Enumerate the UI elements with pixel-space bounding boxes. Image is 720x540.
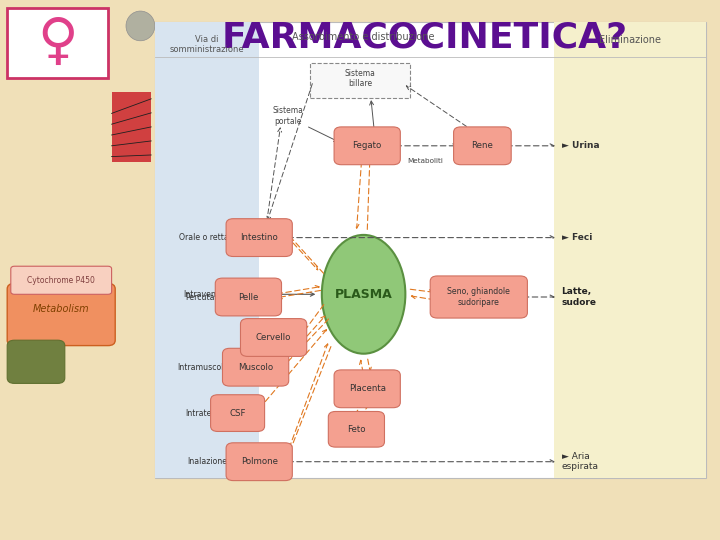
Text: Intramuscolare: Intramuscolare	[177, 363, 237, 372]
Text: ► Feci: ► Feci	[562, 233, 592, 242]
Text: ► Urina: ► Urina	[562, 141, 599, 150]
Text: Eliminazione: Eliminazione	[599, 35, 661, 45]
Text: Seno, ghiandole
sudoripare: Seno, ghiandole sudoripare	[447, 287, 510, 307]
Text: Via di
somministrazione: Via di somministrazione	[170, 35, 244, 55]
Text: CSF: CSF	[230, 409, 246, 417]
Text: PLASMA: PLASMA	[335, 288, 392, 301]
FancyBboxPatch shape	[7, 340, 65, 383]
FancyBboxPatch shape	[7, 8, 108, 78]
FancyBboxPatch shape	[7, 284, 115, 346]
FancyBboxPatch shape	[554, 22, 706, 478]
Text: Feto: Feto	[347, 425, 366, 434]
FancyBboxPatch shape	[210, 395, 265, 431]
FancyBboxPatch shape	[112, 92, 151, 162]
Text: Percutanea: Percutanea	[185, 293, 229, 301]
Text: Intratecale: Intratecale	[186, 409, 228, 417]
FancyBboxPatch shape	[222, 348, 289, 386]
Text: Fegato: Fegato	[353, 141, 382, 150]
Ellipse shape	[126, 11, 155, 41]
FancyBboxPatch shape	[226, 219, 292, 256]
Text: Sistema
portale: Sistema portale	[273, 106, 303, 126]
FancyBboxPatch shape	[334, 127, 400, 165]
Text: Placenta: Placenta	[348, 384, 386, 393]
FancyBboxPatch shape	[334, 370, 400, 408]
Text: Cytochrome P450: Cytochrome P450	[27, 276, 95, 285]
FancyBboxPatch shape	[240, 319, 307, 356]
Text: Sistema
billare: Sistema billare	[345, 69, 375, 88]
Text: Assorbimento e distribuzione: Assorbimento e distribuzione	[292, 32, 435, 43]
Ellipse shape	[322, 235, 405, 354]
FancyBboxPatch shape	[431, 276, 527, 318]
FancyBboxPatch shape	[215, 278, 282, 316]
Text: Orale o rettale: Orale o rettale	[179, 233, 235, 242]
Text: ► Aria
espirata: ► Aria espirata	[562, 452, 598, 471]
Text: Pelle: Pelle	[238, 293, 258, 301]
Text: Latte,
sudore: Latte, sudore	[562, 287, 597, 307]
Text: ♀: ♀	[37, 16, 78, 70]
Text: Rene: Rene	[472, 141, 493, 150]
FancyBboxPatch shape	[226, 443, 292, 481]
Text: Intravenosa: Intravenosa	[184, 290, 230, 299]
FancyBboxPatch shape	[155, 22, 706, 478]
FancyBboxPatch shape	[328, 411, 384, 447]
Text: Metabolism: Metabolism	[33, 304, 89, 314]
Text: Metaboliti: Metaboliti	[407, 158, 443, 164]
Text: Polmone: Polmone	[240, 457, 278, 466]
Text: Cervello: Cervello	[256, 333, 292, 342]
Text: Intestino: Intestino	[240, 233, 278, 242]
FancyBboxPatch shape	[454, 127, 511, 165]
FancyBboxPatch shape	[155, 22, 259, 478]
Text: Inalazione: Inalazione	[187, 457, 227, 466]
FancyBboxPatch shape	[11, 266, 112, 294]
Text: FARMACOCINETICA?: FARMACOCINETICA?	[222, 21, 628, 55]
Text: Muscolo: Muscolo	[238, 363, 273, 372]
FancyBboxPatch shape	[310, 63, 410, 98]
